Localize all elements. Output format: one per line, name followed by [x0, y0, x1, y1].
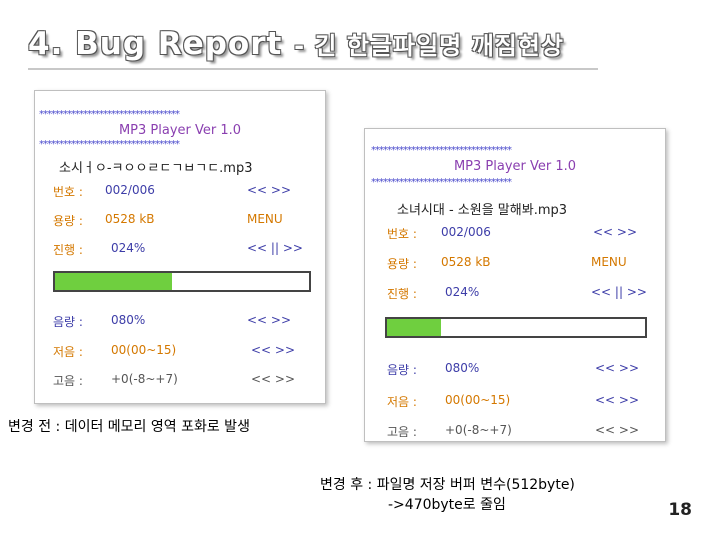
row-value-number: 002/006: [441, 225, 491, 239]
row-label-progress: 진행 :: [53, 243, 83, 257]
caption-before: 변경 전 : 데이터 메모리 영역 포화로 발생: [8, 419, 250, 435]
player-screenshot-after: *********************************** MP3 …: [364, 128, 666, 442]
row-value-size: 0528 kB: [105, 212, 155, 226]
row-value-volume: 080%: [445, 361, 480, 375]
row-label-size: 용량 :: [387, 257, 417, 271]
row-control-playpause: << || >>: [247, 241, 303, 255]
slide-title-sub: - 긴 한글파일명 깨짐현상: [294, 32, 564, 60]
row-control-bass: << >>: [595, 393, 640, 407]
row-value-treble: +0(-8~+7): [111, 372, 178, 386]
row-value-size: 0528 kB: [441, 255, 491, 269]
player-title: MP3 Player Ver 1.0: [453, 159, 577, 174]
player-title: MP3 Player Ver 1.0: [118, 123, 242, 138]
progress-bar: [385, 317, 647, 338]
row-value-progress: 024%: [445, 285, 480, 299]
progress-bar-fill: [55, 273, 172, 290]
progress-bar-fill: [387, 319, 442, 336]
row-control-menu: MENU: [591, 255, 627, 269]
row-label-bass: 저음 :: [53, 345, 83, 359]
stars-bottom: ***********************************: [39, 139, 180, 150]
row-control-playpause: << || >>: [591, 285, 647, 299]
stars-top: ***********************************: [371, 145, 512, 156]
player-screenshot-before: *********************************** MP3 …: [34, 90, 326, 404]
row-value-volume: 080%: [111, 313, 146, 327]
title-underline: [28, 68, 598, 70]
row-label-treble: 고음 :: [53, 374, 83, 388]
row-value-bass: 00(00~15): [111, 343, 177, 357]
row-value-treble: +0(-8~+7): [445, 423, 512, 437]
row-label-bass: 저음 :: [387, 395, 417, 409]
row-control-number: << >>: [247, 183, 292, 197]
row-label-number: 번호 :: [387, 227, 417, 241]
stars-bottom: ***********************************: [371, 177, 512, 188]
row-label-volume: 음량 :: [387, 363, 417, 377]
row-value-number: 002/006: [105, 183, 155, 197]
filename-corrupted: 소시ㅓㅇ-ㅋㅇㅇㄹㄷㄱㅂㄱㄷ.mp3: [59, 161, 253, 176]
row-label-volume: 음량 :: [53, 315, 83, 329]
row-control-number: << >>: [593, 225, 638, 239]
row-control-menu: MENU: [247, 212, 283, 226]
row-label-progress: 진행 :: [387, 287, 417, 301]
row-label-size: 용량 :: [53, 214, 83, 228]
row-label-number: 번호 :: [53, 185, 83, 199]
row-label-treble: 고음 :: [387, 425, 417, 439]
slide-title-main: 4. Bug Report: [28, 26, 283, 62]
row-control-volume: << >>: [247, 313, 292, 327]
caption-after-line1: 변경 후 : 파일명 저장 버퍼 변수(512byte): [320, 477, 575, 493]
row-control-bass: << >>: [251, 343, 296, 357]
row-value-progress: 024%: [111, 241, 146, 255]
row-control-volume: << >>: [595, 361, 640, 375]
row-control-treble: << >>: [251, 372, 296, 386]
filename-fixed: 소녀시대 - 소원을 말해봐.mp3: [397, 203, 568, 218]
stars-top: ***********************************: [39, 109, 180, 120]
progress-bar: [53, 271, 311, 292]
row-value-bass: 00(00~15): [445, 393, 511, 407]
caption-after-line2: ->470byte로 줄임: [388, 497, 506, 513]
page-number: 18: [668, 500, 692, 520]
row-control-treble: << >>: [595, 423, 640, 437]
slide-title: 4. Bug Report - 긴 한글파일명 깨짐현상: [28, 26, 564, 62]
